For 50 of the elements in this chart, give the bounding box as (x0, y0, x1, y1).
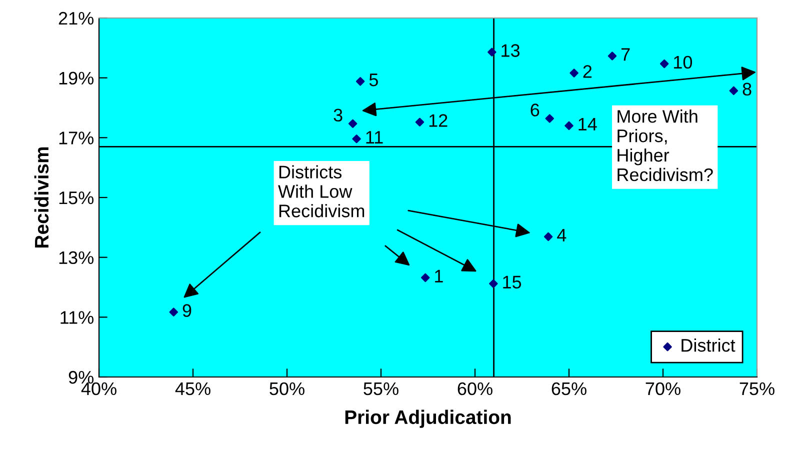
annotation: 6 (530, 104, 540, 116)
point (570, 68, 578, 78)
legend-label: District (682, 338, 736, 352)
y-tick-label: 15% (59, 192, 94, 204)
x-axis-title: Prior Adjudication (345, 410, 511, 428)
annotation: 3 (334, 108, 342, 122)
y-tick-label: 13% (59, 251, 94, 264)
y-tick-label: 21% (58, 12, 94, 25)
annotation: 1 (435, 270, 443, 282)
x-tick-label: 45% (175, 382, 210, 396)
point (564, 121, 574, 130)
annotation: More With Priors, Higher Recidivism? (618, 110, 713, 182)
point (348, 119, 358, 128)
x-tick-label: 50% (270, 382, 304, 396)
x-tick-label: 65% (552, 382, 586, 396)
x-tick-label: 55% (364, 382, 398, 396)
annotation: 10 (674, 56, 692, 69)
annotation: 12 (429, 114, 448, 127)
x-tick-label: 60% (458, 382, 492, 396)
annotation: 14 (578, 118, 597, 130)
point (488, 48, 496, 56)
y-tick-label: 17% (59, 132, 94, 144)
annotation: 7 (622, 48, 630, 61)
point (415, 118, 424, 126)
annotation: 9 (182, 304, 192, 317)
y-tick-label: 9% (68, 370, 94, 384)
y-axis-title: Recidivism (34, 147, 49, 248)
point (421, 273, 430, 282)
x-tick-label: 40% (81, 382, 116, 396)
annotation: 5 (369, 74, 378, 86)
annotation: Districts With Low Recidivism (278, 165, 364, 218)
point (489, 279, 498, 288)
annotation: 13 (502, 44, 520, 57)
point (545, 114, 554, 123)
annotation: 4 (557, 228, 566, 242)
point (544, 232, 553, 242)
annotation: 11 (366, 131, 383, 144)
x-tick-label: 75% (740, 382, 774, 396)
annotation: 2 (583, 65, 592, 78)
annotation: 8 (742, 82, 752, 96)
point (660, 59, 669, 68)
y-tick-label: 11% (60, 311, 94, 324)
point (169, 308, 178, 316)
point (352, 134, 361, 144)
x-tick-label: 70% (646, 382, 680, 396)
point (729, 86, 738, 96)
annotation: 15 (503, 276, 522, 289)
point (608, 52, 617, 60)
y-tick-label: 19% (59, 72, 94, 85)
point (356, 77, 365, 86)
